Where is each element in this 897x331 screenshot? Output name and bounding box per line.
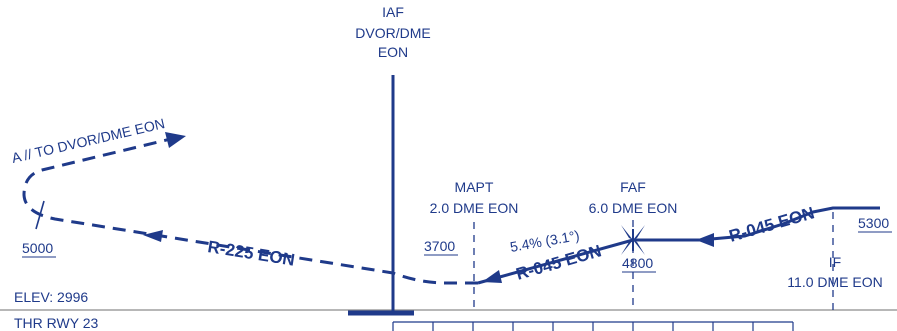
holding-arrow [165, 132, 186, 148]
if-label-line2: 11.0 DME EON [787, 274, 882, 290]
altitude-3700: 3700 [424, 238, 455, 254]
final-arrow [482, 270, 502, 283]
iaf-label-line3: EON [378, 44, 408, 60]
threshold-label: THR RWY 23 [14, 315, 98, 331]
altitude-4800: 4800 [622, 255, 653, 271]
iaf-label-line1: IAF [382, 4, 404, 20]
mapt-label-line2: 2.0 DME EON [430, 200, 519, 216]
faf-label-line1: FAF [620, 179, 646, 195]
altitude-5000: 5000 [22, 240, 53, 256]
faf-label-line2: 6.0 DME EON [589, 200, 678, 216]
holding-fix-tick [35, 200, 45, 230]
distance-scale [392, 321, 794, 331]
missed-approach-path [22, 136, 478, 285]
intermediate-course-label: R-045 EON [727, 203, 817, 245]
missed-approach-arrow [143, 230, 163, 242]
faf-fix-symbol [621, 225, 645, 255]
elevation-label: ELEV: 2996 [14, 289, 88, 305]
altitude-5300: 5300 [858, 215, 889, 231]
if-label-line1: IF [829, 254, 841, 270]
missed-course-label: R-225 EON [206, 237, 296, 270]
intermediate-arrow [696, 233, 714, 247]
final-segment [477, 238, 634, 285]
mapt-label-line1: MAPT [455, 179, 494, 195]
iaf-label-line2: DVOR/DME [355, 25, 430, 41]
